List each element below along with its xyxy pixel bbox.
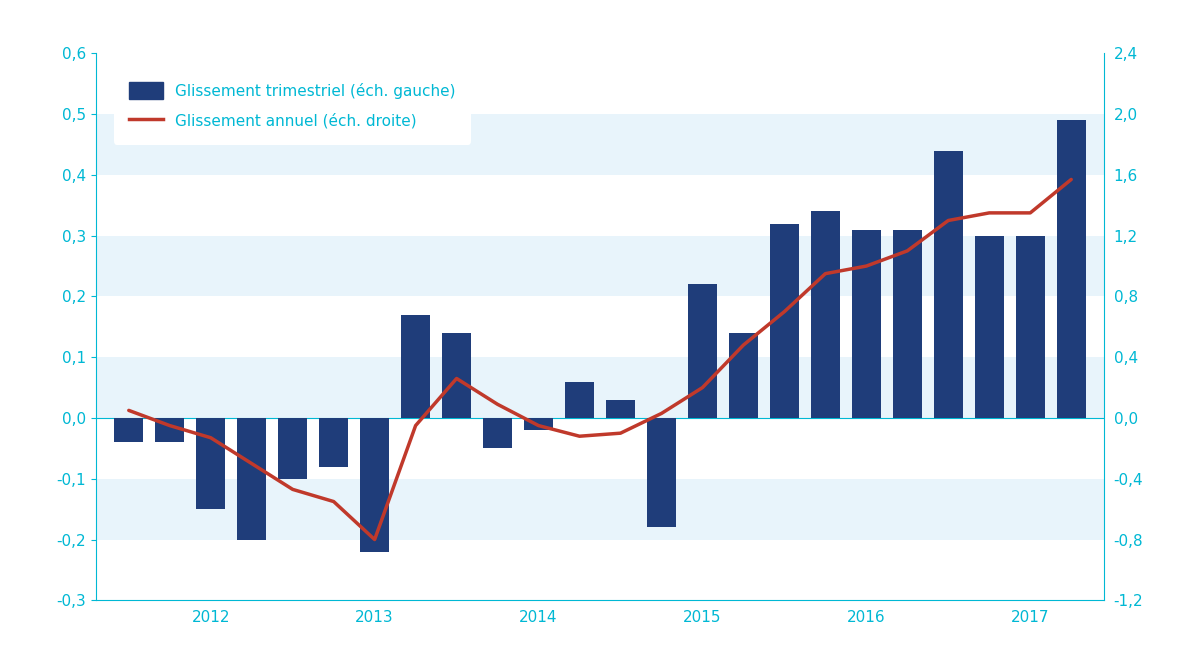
Bar — [96, 53, 1104, 114]
Bar — [197, 418, 226, 509]
Bar — [114, 418, 143, 442]
Bar — [96, 540, 1104, 600]
Bar — [96, 235, 1104, 296]
Bar — [934, 151, 962, 418]
Bar — [96, 418, 1104, 479]
Bar — [443, 333, 470, 418]
Bar — [1057, 120, 1086, 418]
Bar — [1016, 235, 1044, 418]
Bar — [319, 418, 348, 467]
Bar — [565, 382, 594, 418]
Bar — [524, 418, 553, 430]
Bar — [688, 284, 716, 418]
Bar — [96, 358, 1104, 418]
Bar — [852, 229, 881, 418]
Bar — [606, 400, 635, 418]
Bar — [401, 315, 430, 418]
Bar — [770, 223, 799, 418]
Bar — [484, 418, 512, 448]
Bar — [893, 229, 922, 418]
Legend: Glissement trimestriel (éch. gauche), Glissement annuel (éch. droite): Glissement trimestriel (éch. gauche), Gl… — [114, 67, 470, 145]
Bar — [238, 418, 266, 540]
Bar — [96, 175, 1104, 235]
Bar — [156, 418, 184, 442]
Bar — [278, 418, 307, 479]
Bar — [811, 211, 840, 418]
Bar — [647, 418, 676, 528]
Bar — [96, 296, 1104, 358]
Bar — [96, 479, 1104, 540]
Bar — [360, 418, 389, 552]
Bar — [96, 114, 1104, 175]
Bar — [730, 333, 757, 418]
Bar — [974, 235, 1003, 418]
